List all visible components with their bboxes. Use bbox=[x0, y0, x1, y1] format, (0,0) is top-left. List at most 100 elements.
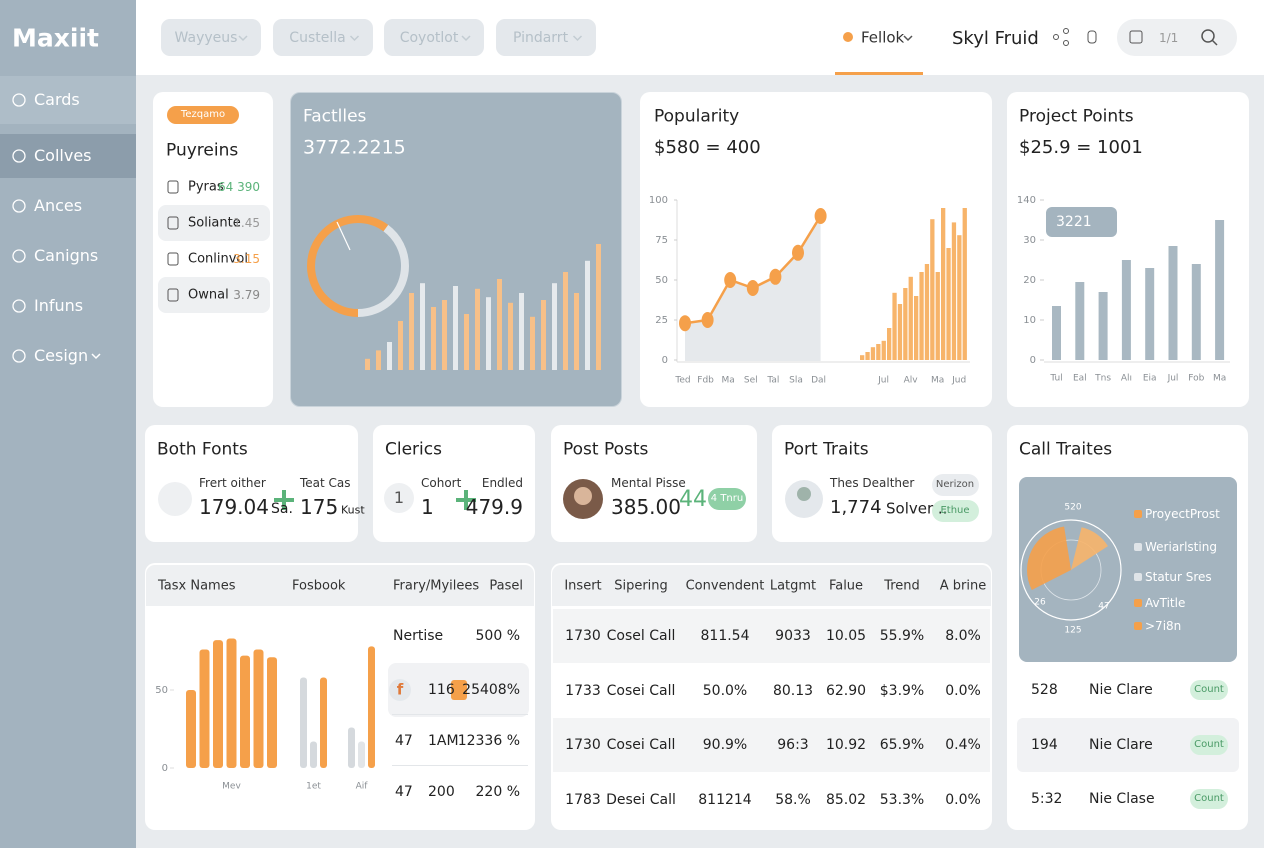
cell: 0.4% bbox=[945, 737, 981, 753]
column-header: A brine bbox=[939, 578, 987, 594]
column-header: Frary/Myilees bbox=[393, 578, 480, 594]
stat-value: 1 bbox=[421, 495, 434, 519]
cell: Desei Call bbox=[606, 791, 676, 808]
filter[interactable]: Coyotlot bbox=[399, 30, 459, 46]
cell: 50.0% bbox=[702, 682, 748, 699]
cell: 500 % bbox=[475, 628, 520, 644]
badge bbox=[708, 488, 746, 510]
tooltip bbox=[1046, 207, 1117, 237]
badge[interactable]: Count bbox=[1194, 738, 1224, 750]
legend-entry: Weriarlsting bbox=[1145, 540, 1217, 554]
cell: Nie Clase bbox=[1089, 791, 1155, 807]
nav-item[interactable]: Canigns bbox=[34, 246, 99, 265]
cell: $3.9% bbox=[879, 682, 925, 699]
badge bbox=[932, 474, 979, 496]
card-value: $25.9 = 1001 bbox=[1019, 137, 1143, 158]
cell: Cosei Call bbox=[606, 682, 676, 699]
stat-value: 479.9 bbox=[465, 495, 523, 519]
cell: 25408% bbox=[462, 682, 520, 698]
icon-text: 1 bbox=[393, 488, 405, 507]
column-header: Falue bbox=[828, 578, 864, 594]
cell: 47 bbox=[395, 733, 413, 749]
cell: 62.90 bbox=[825, 682, 867, 699]
item-value: 3.15 bbox=[233, 252, 260, 266]
card-title: Project Points bbox=[1019, 106, 1134, 127]
cell: 528 bbox=[1031, 682, 1058, 698]
cell: 194 bbox=[1031, 736, 1058, 753]
cell: 1783 bbox=[565, 791, 601, 808]
nav-item[interactable]: Cesign bbox=[34, 346, 89, 365]
item-label: Soliante bbox=[188, 215, 241, 231]
column-header: Sipering bbox=[614, 578, 668, 594]
profile-card bbox=[153, 92, 273, 407]
label: Mental Pisse bbox=[611, 476, 686, 490]
cell: 220 % bbox=[475, 784, 520, 800]
badge[interactable] bbox=[1190, 680, 1228, 700]
card-value: $580 = 400 bbox=[654, 137, 761, 158]
badge: Tezqamo bbox=[180, 109, 226, 120]
nav-item[interactable]: Infuns bbox=[34, 296, 84, 315]
badge: 4 Tnru bbox=[710, 493, 744, 504]
nav-item[interactable]: Ances bbox=[34, 196, 83, 215]
cell: 200 bbox=[428, 784, 455, 800]
card-title: Both Fonts bbox=[157, 439, 248, 460]
filter[interactable]: Custella bbox=[289, 30, 346, 46]
location[interactable]: Fellok bbox=[861, 28, 905, 47]
badge[interactable]: Count bbox=[1194, 793, 1224, 804]
item-value: 3.79 bbox=[233, 288, 260, 302]
card-title: Clerics bbox=[385, 439, 442, 460]
page-title: Skyl Fruid bbox=[952, 28, 1039, 49]
item-value: 1.45 bbox=[233, 216, 260, 230]
column-header: Insert bbox=[564, 578, 602, 594]
legend-entry: ProyectProst bbox=[1145, 507, 1220, 521]
item-label: Pyras bbox=[188, 179, 224, 195]
cell: 1730 bbox=[565, 737, 601, 753]
cell: 0.0% bbox=[945, 682, 981, 699]
stat-unit: Sa. bbox=[271, 501, 293, 517]
stat-unit: Kust bbox=[341, 503, 365, 517]
row-bg bbox=[553, 718, 990, 772]
label: Frert oither bbox=[199, 476, 266, 490]
cell: Cosei Call bbox=[606, 737, 676, 753]
header-row bbox=[552, 565, 991, 606]
cell: 90.9% bbox=[702, 737, 748, 753]
cell: 55.9% bbox=[879, 628, 925, 644]
nav-item[interactable]: Cards bbox=[34, 90, 80, 109]
nav-item[interactable]: Collves bbox=[34, 146, 92, 165]
stat-value: 179.04 bbox=[199, 495, 269, 519]
card-title: Call Traites bbox=[1019, 439, 1113, 460]
legend-entry: AvTitle bbox=[1145, 596, 1186, 610]
badge[interactable]: Count bbox=[1194, 684, 1224, 695]
tab-underline bbox=[835, 72, 923, 75]
filter[interactable]: Pindarrt bbox=[512, 30, 569, 46]
cell: Nie Clare bbox=[1089, 736, 1153, 753]
label: Thes Dealther bbox=[830, 476, 915, 490]
card-title: Factlles bbox=[303, 106, 367, 127]
badge: Nerizon bbox=[935, 479, 975, 490]
cell: Nertise bbox=[393, 628, 444, 644]
badge bbox=[932, 500, 979, 522]
cell: 811.54 bbox=[700, 628, 750, 644]
column-header: Pasel bbox=[489, 578, 523, 594]
cell: 80.13 bbox=[772, 682, 814, 699]
stat-unit: Solver .. bbox=[886, 499, 948, 518]
card-title: Popularity bbox=[654, 106, 740, 127]
sidebar bbox=[0, 0, 136, 848]
cell: 65.9% bbox=[879, 737, 925, 753]
stat-value: 1,774 bbox=[830, 497, 882, 518]
column-header: Fosbook bbox=[292, 578, 346, 594]
column-header: Convendent bbox=[685, 578, 765, 594]
cell: 10.92 bbox=[825, 737, 867, 753]
label: Teat Cas bbox=[300, 476, 351, 490]
filter[interactable]: Wayyeus bbox=[174, 30, 238, 46]
column-header: Latgmt bbox=[769, 578, 817, 594]
badge[interactable] bbox=[1190, 734, 1228, 755]
cell: 96:3 bbox=[777, 737, 809, 753]
cell: Nie Clare bbox=[1089, 682, 1153, 698]
brand: Maxiit bbox=[12, 23, 99, 53]
item-label: Conlinvol bbox=[188, 251, 248, 267]
badge[interactable] bbox=[1190, 789, 1228, 809]
cell: 1733 bbox=[565, 682, 601, 699]
cell: Cosel Call bbox=[606, 628, 676, 644]
